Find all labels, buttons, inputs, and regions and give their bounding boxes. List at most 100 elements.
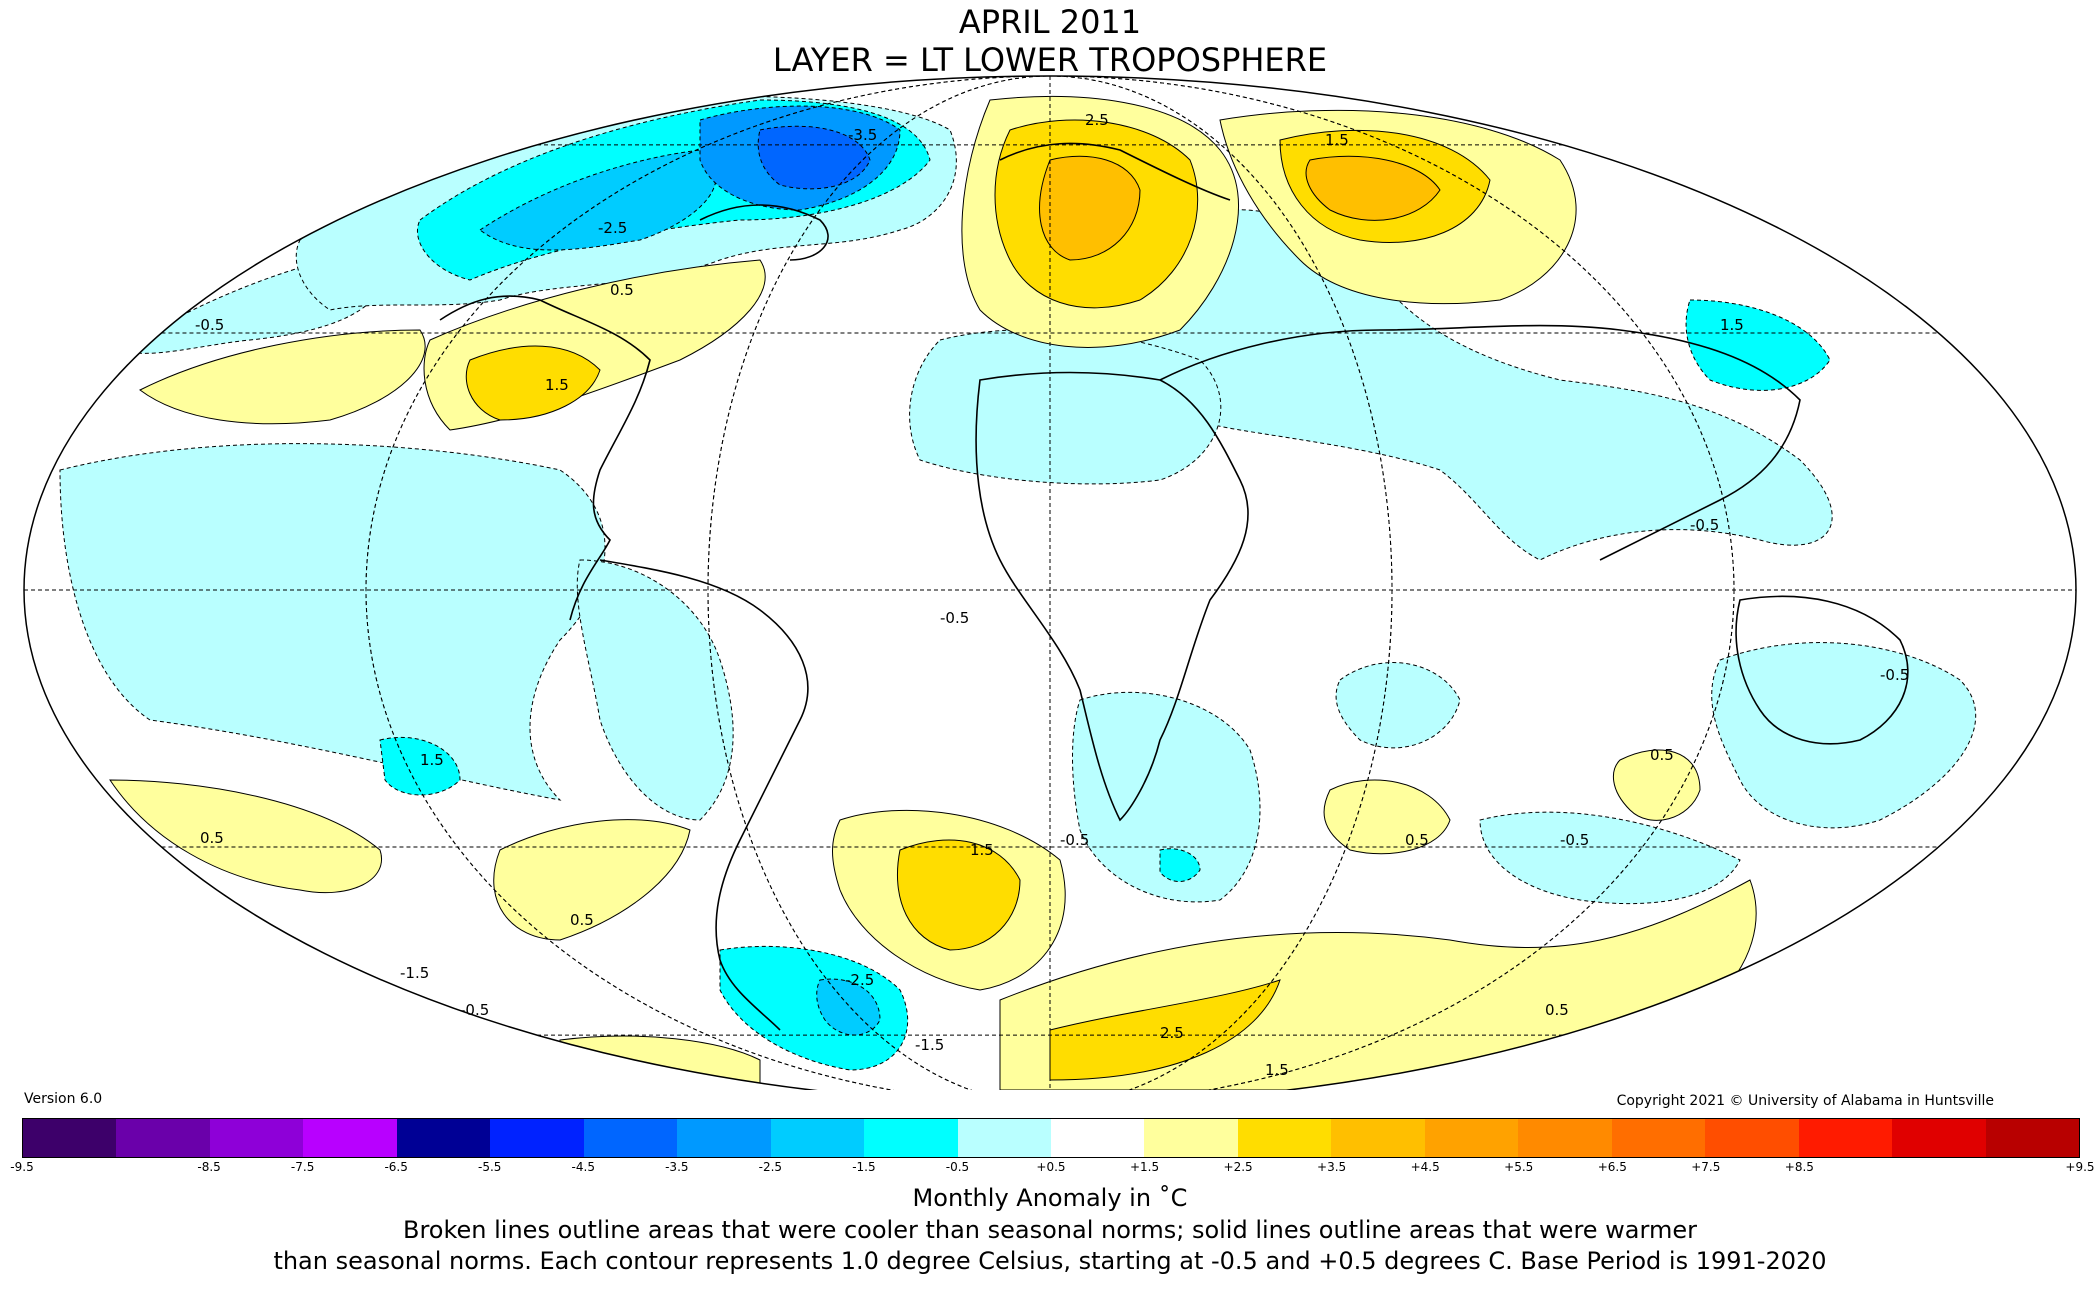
anomaly-region-south-atlantic-cold xyxy=(1159,848,1201,882)
colorbar-swatch xyxy=(864,1119,958,1157)
anomaly-region-se-pacific-warm xyxy=(493,819,691,941)
anomaly-region-south-pacific-cold xyxy=(379,736,461,796)
footnote-line-1: Broken lines outline areas that were coo… xyxy=(403,1216,1697,1244)
contour-label: 0.5 xyxy=(1405,831,1429,849)
anomaly-region-indian-ocean xyxy=(1335,662,1461,749)
contour-label: -0.5 xyxy=(940,609,969,627)
colorbar-ticks: -9.5 -8.5 -7.5 -6.5 -5.5 -4.5 -3.5 -2.5 -1.5 -0.5… xyxy=(10,1160,2094,1184)
contour-label: -2.5 xyxy=(845,971,874,989)
colorbar-tick-label: +5.5 xyxy=(1504,1160,1534,1174)
colorbar-swatch xyxy=(583,1119,678,1157)
coastlines xyxy=(439,142,1909,1031)
colorbar-tick-label: -8.5 xyxy=(197,1160,221,1174)
anomaly-region-asia-cool xyxy=(1099,209,1833,561)
colorbar xyxy=(22,1118,2080,1158)
colorbar-swatch xyxy=(770,1119,865,1157)
colorbar-label: Monthly Anomaly in ˚C xyxy=(912,1184,1188,1212)
colorbar-swatch xyxy=(677,1119,771,1157)
contour-label: -2.5 xyxy=(598,219,627,237)
colorbar-tick-label: +6.5 xyxy=(1597,1160,1627,1174)
colorbar-swatch xyxy=(490,1119,584,1157)
colorbar-swatch xyxy=(1892,1119,1986,1157)
colorbar-swatch xyxy=(1144,1119,1238,1157)
anomaly-region-indian-warm xyxy=(1323,779,1451,855)
colorbar-tick-label: -0.5 xyxy=(945,1160,970,1174)
contour-label: -1.5 xyxy=(400,964,429,982)
colorbar-swatch xyxy=(116,1119,210,1157)
colorbar-swatch xyxy=(1518,1119,1612,1157)
anomaly-region-australia-warm xyxy=(1612,749,1701,821)
colorbar-tick-label: -4.5 xyxy=(571,1160,595,1174)
contour-label: -0.5 xyxy=(1880,666,1909,684)
contour-label: 2.5 xyxy=(1085,111,1109,129)
meridian-line xyxy=(707,76,1393,1090)
anomaly-region-us-core xyxy=(465,345,601,421)
colorbar-swatch xyxy=(957,1119,1051,1157)
contour-label: 0.5 xyxy=(570,911,594,929)
colorbar-tick-label: -3.5 xyxy=(665,1160,689,1174)
anomaly-region-tropical-pacific xyxy=(59,443,606,801)
colorbar-tick-label: +4.5 xyxy=(1410,1160,1440,1174)
anomaly-region-antarctica-core xyxy=(1049,979,1281,1081)
colorbar-swatch xyxy=(1050,1119,1145,1157)
contour-label: 0.5 xyxy=(1545,1001,1569,1019)
colorbar-tick-label: -2.5 xyxy=(758,1160,783,1174)
colorbar-swatch xyxy=(1237,1119,1332,1157)
map-border xyxy=(23,75,2077,1090)
anomaly-region-antarctic-peninsula xyxy=(719,945,909,1071)
colorbar-tick-label: -5.5 xyxy=(478,1160,502,1174)
colorbar-tick-label: +1.5 xyxy=(1129,1160,1160,1174)
chart-subtitle: LAYER = LT LOWER TROPOSPHERE xyxy=(772,41,1328,79)
anomaly-region-north-africa xyxy=(909,329,1222,485)
chart-title: APRIL 2011 xyxy=(958,3,1142,41)
contour-label: -3.5 xyxy=(848,126,877,144)
contour-label: 1.5 xyxy=(545,376,569,394)
colorbar-tick-label: +3.5 xyxy=(1317,1160,1347,1174)
colorbar-tick-label: -7.5 xyxy=(290,1160,315,1174)
colorbar-tick-label: +0.5 xyxy=(1036,1160,1066,1174)
copyright-label: Copyright 2021 © University of Alabama i… xyxy=(1616,1093,1994,1109)
colorbar-swatch xyxy=(23,1119,117,1157)
colorbar-tick-label: +8.5 xyxy=(1784,1160,1814,1174)
contour-label: -0.5 xyxy=(1060,831,1089,849)
colorbar-tick-label: +2.5 xyxy=(1223,1160,1253,1174)
anomaly-region-australia xyxy=(1711,642,1977,829)
anomaly-region-south-america xyxy=(576,559,734,821)
anomaly-region-south-africa xyxy=(1072,691,1261,903)
world-map: -0.5 0.5 1.5 -2.5 -3.5 2.5 1.5 1.5 -0.5 … xyxy=(23,75,2077,1090)
anomaly-region-greenland-core xyxy=(757,125,871,190)
colorbar-swatch xyxy=(1611,1119,1706,1157)
contour-label: -0.5 xyxy=(460,1001,489,1019)
colorbar-swatch xyxy=(1705,1119,1799,1157)
colorbar-swatch xyxy=(209,1119,304,1157)
colorbar-swatch xyxy=(396,1119,491,1157)
anomaly-region-east-pacific-warm xyxy=(139,329,426,425)
colorbar-tick-label: +7.5 xyxy=(1691,1160,1721,1174)
contour-label: 0.5 xyxy=(1650,746,1674,764)
anomaly-region-south-atlantic-core xyxy=(896,839,1021,951)
colorbar-swatch xyxy=(1331,1119,1425,1157)
contour-label: 2.5 xyxy=(1160,1024,1184,1042)
contour-label: 1.5 xyxy=(1325,131,1349,149)
contour-label: 1.5 xyxy=(1265,1061,1289,1079)
meridian-line xyxy=(365,76,1735,1090)
footnote-line-2: than seasonal norms. Each contour repres… xyxy=(273,1247,1827,1275)
anomaly-region-europe-hot xyxy=(1039,155,1141,261)
contour-label: 1.5 xyxy=(1720,316,1744,334)
colorbar-swatch xyxy=(1424,1119,1519,1157)
anomaly-region-canada-core xyxy=(479,149,717,251)
colorbar-swatch xyxy=(303,1119,397,1157)
contour-label: 0.5 xyxy=(610,281,634,299)
colorbar-tick-label: -6.5 xyxy=(384,1160,408,1174)
contour-label: 1.5 xyxy=(970,841,994,859)
anomaly-region-east-asia-cold xyxy=(1685,299,1831,391)
colorbar-tick-label: +9.5 xyxy=(2065,1160,2095,1174)
version-label: Version 6.0 xyxy=(24,1091,103,1107)
colorbar-swatch xyxy=(1985,1119,2079,1157)
contour-label: -1.5 xyxy=(915,1036,944,1054)
contour-label: -0.5 xyxy=(195,316,224,334)
colorbar-tick-label: -9.5 xyxy=(10,1160,34,1174)
anomaly-region-south-pacific-cool xyxy=(1479,811,1741,905)
colorbar-swatch xyxy=(1798,1119,1893,1157)
colorbar-tick-label: -1.5 xyxy=(852,1160,876,1174)
